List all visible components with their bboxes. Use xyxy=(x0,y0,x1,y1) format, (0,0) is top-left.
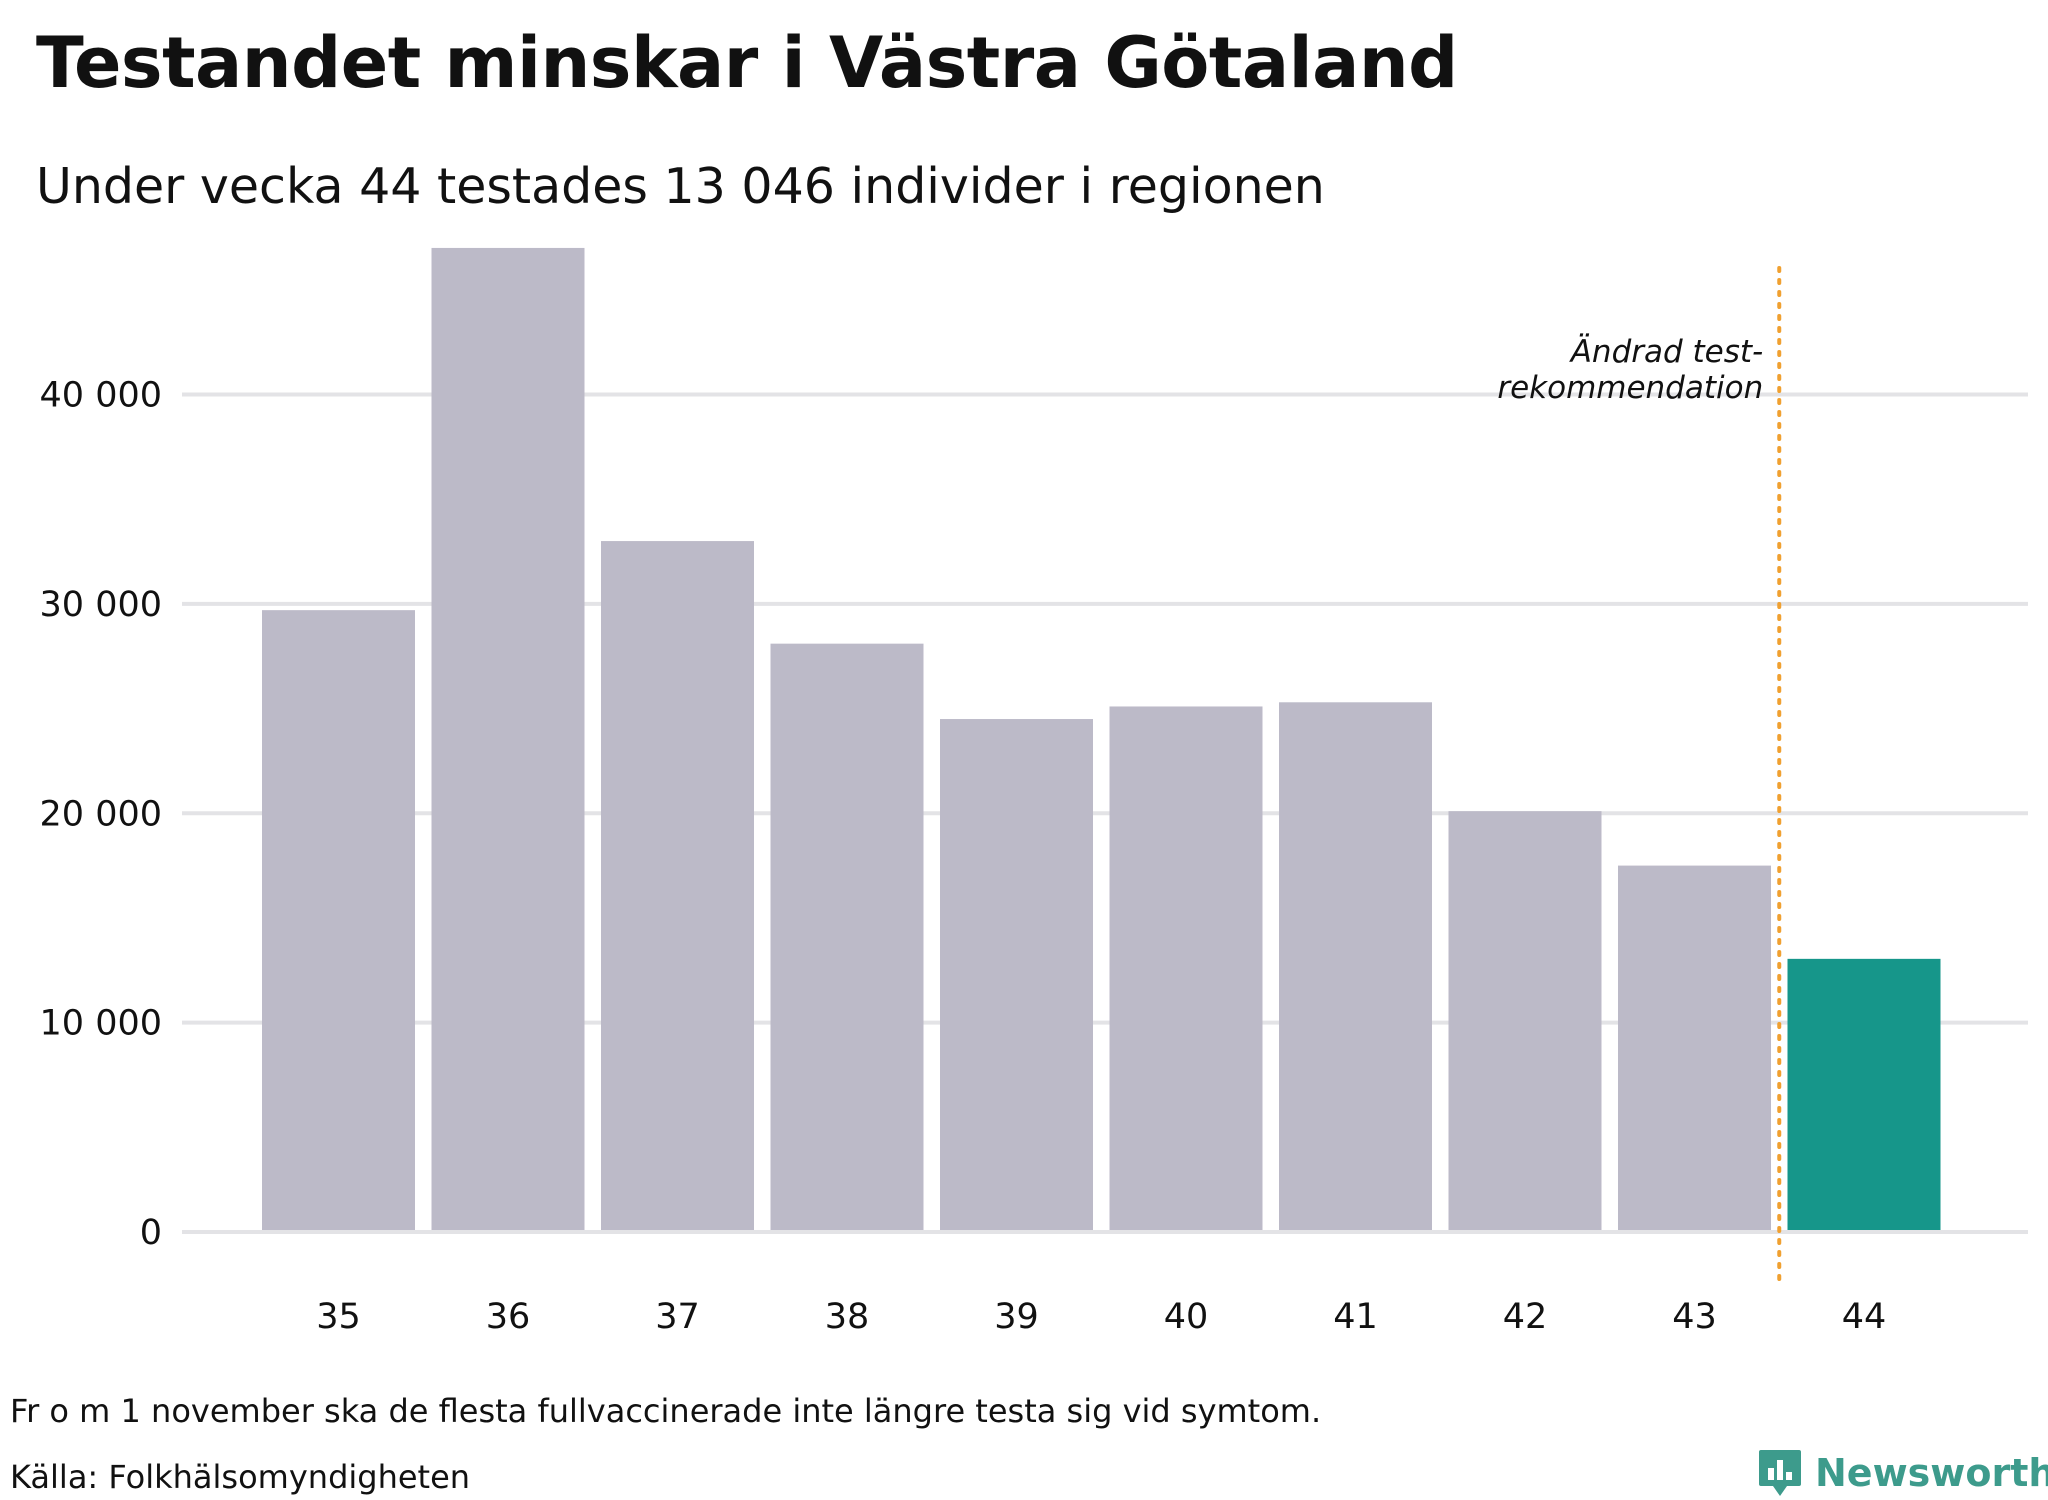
x-tick-label: 42 xyxy=(1503,1297,1548,1337)
x-tick-label: 41 xyxy=(1333,1297,1378,1337)
x-tick-label: 37 xyxy=(655,1297,700,1337)
chart-title: Testandet minskar i Västra Götaland xyxy=(36,22,1458,104)
bar xyxy=(1109,706,1263,1232)
bar xyxy=(940,719,1093,1232)
chart-subtitle: Under vecka 44 testades 13 046 individer… xyxy=(36,158,1325,215)
x-tick-label: 38 xyxy=(825,1297,870,1337)
x-tick-label: 39 xyxy=(994,1297,1039,1337)
bar xyxy=(1448,811,1602,1232)
footnote: Fr o m 1 november ska de flesta fullvacc… xyxy=(10,1392,1322,1430)
y-tick-label: 20 000 xyxy=(40,794,162,834)
y-tick-label: 0 xyxy=(140,1213,162,1253)
bar xyxy=(770,643,924,1232)
x-tick-label: 43 xyxy=(1672,1297,1717,1337)
bar xyxy=(1618,865,1771,1232)
bar-chart-speech-bubble-icon xyxy=(1759,1450,1801,1496)
x-tick-label: 35 xyxy=(316,1297,361,1337)
bar-chart: 0 10 000 20 000 30 000 40 000 35 36 37 38 39 40 41 4… xyxy=(40,247,2028,1337)
x-tick-label: 44 xyxy=(1842,1297,1887,1337)
bar xyxy=(431,247,585,1232)
annotation-label: Ändrad test- xyxy=(1569,334,1764,370)
annotation-label: rekommendation xyxy=(1497,370,1763,406)
bar-highlight xyxy=(1787,958,1941,1232)
y-tick-label: 40 000 xyxy=(40,376,162,416)
brand-logo: Newsworthy xyxy=(1757,1448,2048,1498)
bar xyxy=(601,541,754,1232)
y-tick-label: 30 000 xyxy=(40,585,162,625)
brand-name: Newsworthy xyxy=(1815,1451,2048,1495)
y-tick-label: 10 000 xyxy=(40,1004,162,1044)
x-tick-label: 40 xyxy=(1164,1297,1209,1337)
bar xyxy=(262,610,415,1232)
bar xyxy=(1279,702,1432,1232)
source-credit: Källa: Folkhälsomyndigheten xyxy=(10,1458,471,1496)
x-tick-label: 36 xyxy=(486,1297,531,1337)
